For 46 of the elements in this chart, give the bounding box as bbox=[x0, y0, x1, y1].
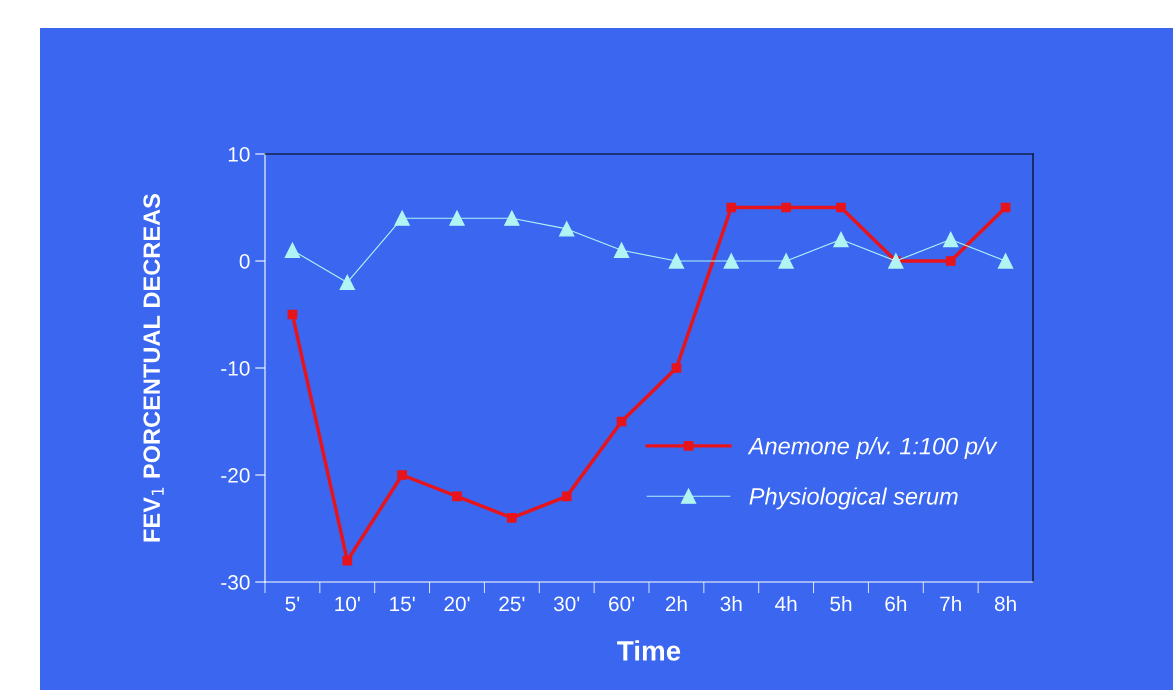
x-tick-label: 15' bbox=[390, 596, 415, 612]
x-tick-label: 2h bbox=[665, 595, 687, 611]
point bbox=[836, 202, 846, 213]
y-tick-label: -30 bbox=[221, 575, 250, 590]
point bbox=[342, 555, 353, 566]
x-tick-label: 3h bbox=[720, 595, 742, 612]
point bbox=[449, 210, 465, 226]
x-tick-label: 4h bbox=[775, 595, 797, 611]
y-tick-label: -20 bbox=[221, 468, 250, 483]
x-tick-label: 5h bbox=[830, 595, 852, 612]
point bbox=[284, 242, 301, 258]
point bbox=[833, 231, 849, 248]
x-tick-label: 60' bbox=[609, 596, 635, 612]
point bbox=[613, 242, 630, 258]
x-tick-label: 5' bbox=[285, 596, 300, 612]
point bbox=[504, 210, 520, 226]
point bbox=[397, 470, 408, 480]
y-axis-title: FEV$_{1}$ PORCENTUAL DECREAS bbox=[143, 194, 164, 542]
point bbox=[778, 253, 794, 269]
point bbox=[561, 491, 572, 502]
y-tick-label: -10 bbox=[221, 361, 250, 376]
x-tick-label: 6h bbox=[885, 595, 907, 612]
legend-label: Physiological serum bbox=[749, 487, 958, 510]
legend-label: Anemone p/v. 1:100 p/v bbox=[747, 437, 998, 460]
x-axis-title: Time bbox=[617, 640, 681, 661]
x-tick-label: 30' bbox=[553, 596, 580, 612]
point bbox=[945, 256, 956, 266]
point bbox=[668, 253, 685, 269]
x-tick-label: 20' bbox=[444, 596, 470, 612]
point bbox=[943, 231, 959, 248]
x-tick-label: 8h bbox=[994, 595, 1016, 612]
x-tick-label: 7h bbox=[940, 595, 961, 611]
point bbox=[997, 253, 1014, 269]
point bbox=[726, 202, 737, 213]
point bbox=[559, 221, 575, 237]
x-tick-label: 10' bbox=[335, 596, 360, 612]
point bbox=[506, 512, 517, 523]
point bbox=[394, 210, 410, 226]
x-tick-label: 25' bbox=[499, 596, 525, 612]
point bbox=[452, 491, 462, 502]
point bbox=[781, 202, 792, 213]
y-tick-label: 0 bbox=[239, 254, 250, 269]
point bbox=[723, 253, 739, 269]
point bbox=[339, 274, 355, 291]
point bbox=[671, 363, 682, 373]
y-tick-label: 10 bbox=[228, 147, 250, 162]
